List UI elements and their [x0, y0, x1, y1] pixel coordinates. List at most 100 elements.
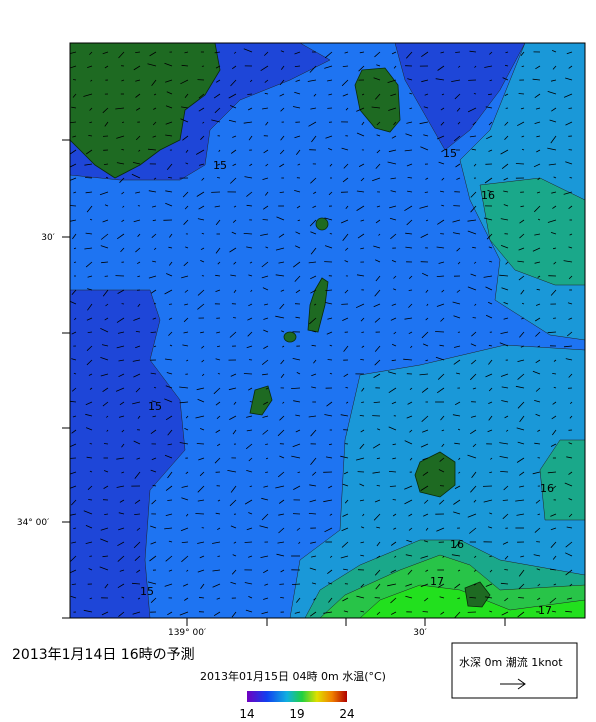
current-arrow — [436, 303, 445, 307]
current-arrow — [469, 597, 477, 599]
current-arrow — [360, 219, 365, 222]
current-arrow — [390, 541, 397, 546]
current-arrow — [374, 289, 381, 297]
current-arrow — [135, 387, 141, 393]
current-arrow — [409, 429, 413, 433]
current-arrow — [521, 135, 525, 138]
current-arrow — [310, 177, 317, 184]
current-arrow — [376, 64, 381, 67]
current-arrow — [261, 513, 269, 521]
current-arrow — [388, 471, 397, 473]
current-arrow — [297, 471, 301, 473]
current-arrow — [406, 539, 413, 543]
current-arrow — [106, 415, 109, 418]
current-arrow — [372, 443, 381, 449]
current-arrow — [323, 611, 333, 614]
current-arrow — [215, 65, 221, 69]
current-arrow — [328, 597, 333, 603]
current-arrow — [390, 597, 397, 604]
current-arrow — [260, 65, 269, 72]
current-arrow — [356, 595, 365, 599]
current-arrow — [103, 470, 109, 473]
current-arrow — [295, 245, 301, 249]
current-arrow — [186, 359, 189, 362]
current-arrow — [167, 499, 173, 501]
current-arrow — [116, 317, 125, 323]
current-arrow — [84, 163, 93, 166]
current-arrow — [132, 359, 141, 362]
current-arrow — [122, 205, 125, 208]
current-arrow — [181, 106, 189, 109]
land — [70, 43, 221, 179]
current-arrow — [503, 190, 509, 193]
current-arrow — [535, 387, 541, 392]
current-arrow — [181, 275, 189, 279]
current-arrow — [485, 596, 493, 599]
current-arrow — [311, 555, 317, 558]
current-arrow — [356, 107, 365, 112]
current-arrow — [228, 119, 237, 123]
current-arrow — [150, 372, 157, 375]
current-arrow — [342, 513, 349, 517]
sea-16 — [539, 439, 585, 521]
current-arrow — [248, 457, 253, 462]
current-arrow — [390, 317, 397, 321]
current-arrow — [165, 190, 173, 193]
current-arrow — [391, 260, 397, 263]
current-arrow — [166, 273, 173, 277]
current-arrow — [99, 191, 109, 196]
current-arrow — [438, 261, 445, 264]
current-arrow — [408, 303, 413, 308]
current-arrow — [552, 485, 557, 490]
current-arrow — [150, 469, 157, 473]
current-arrow — [361, 93, 365, 96]
current-arrow — [520, 555, 525, 558]
current-arrow — [423, 134, 429, 137]
current-arrow — [486, 135, 493, 140]
current-arrow — [565, 569, 573, 576]
current-arrow — [387, 161, 397, 165]
current-arrow — [200, 260, 205, 263]
current-arrow — [233, 317, 237, 319]
current-arrow — [372, 471, 381, 474]
current-arrow — [472, 246, 477, 249]
current-arrow — [518, 275, 525, 281]
current-arrow — [243, 373, 253, 375]
current-arrow — [420, 146, 429, 151]
current-arrow — [391, 359, 397, 362]
current-arrow — [186, 569, 189, 572]
current-arrow — [504, 597, 509, 602]
current-arrow — [198, 163, 205, 166]
current-arrow — [500, 582, 509, 585]
current-arrow — [439, 499, 445, 505]
current-arrow — [324, 245, 333, 249]
current-arrow — [518, 93, 525, 95]
current-arrow — [407, 177, 413, 179]
current-arrow — [297, 163, 301, 166]
current-arrow — [425, 569, 429, 572]
current-arrow — [504, 555, 509, 560]
current-arrow — [453, 511, 461, 515]
current-arrow — [294, 611, 301, 614]
current-arrow — [345, 107, 349, 111]
current-arrow — [552, 373, 557, 375]
current-arrow — [70, 569, 77, 574]
current-arrow — [329, 443, 333, 446]
current-arrow — [408, 513, 413, 517]
current-arrow — [441, 149, 445, 153]
current-arrow — [297, 219, 301, 222]
current-arrow — [216, 597, 221, 600]
current-arrow — [441, 289, 445, 293]
current-arrow — [342, 177, 349, 183]
current-arrow — [424, 191, 429, 193]
current-arrow — [278, 233, 285, 238]
current-arrow — [246, 246, 253, 249]
current-arrow — [71, 387, 77, 392]
current-arrow — [134, 513, 141, 515]
current-arrow — [292, 443, 301, 448]
current-arrow — [425, 289, 429, 293]
current-arrow — [373, 303, 381, 308]
current-arrow — [185, 513, 189, 517]
current-arrow — [199, 555, 205, 559]
current-arrow — [248, 303, 253, 307]
